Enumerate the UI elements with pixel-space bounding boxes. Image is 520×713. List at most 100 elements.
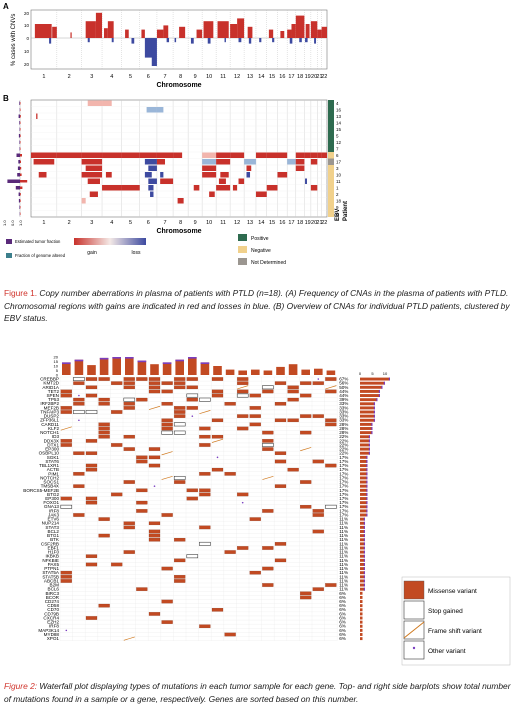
missense-mutation bbox=[123, 381, 135, 385]
missense-mutation bbox=[123, 385, 135, 390]
missense-mutation bbox=[186, 385, 198, 390]
missense-mutation bbox=[174, 579, 186, 583]
gene-label: SGK1 bbox=[47, 455, 60, 460]
ebv-status-column bbox=[328, 100, 334, 217]
legend-frameshift-line bbox=[403, 621, 425, 639]
ebv-status-cell bbox=[328, 197, 334, 204]
gene-total-bar bbox=[360, 563, 365, 566]
missense-mutation bbox=[211, 389, 224, 394]
ebv-status-cell bbox=[328, 106, 334, 113]
missense-mutation bbox=[98, 402, 110, 406]
frameshift-mutation bbox=[161, 475, 173, 480]
gene-percentage: 17% bbox=[339, 484, 348, 489]
tumor-fraction-bar bbox=[19, 121, 20, 125]
cna-cell bbox=[209, 191, 215, 197]
missense-mutation bbox=[199, 443, 211, 447]
gene-percentage: 11% bbox=[339, 583, 348, 588]
gene-label: BCL6 bbox=[48, 587, 60, 592]
gene-total-bar bbox=[360, 616, 363, 620]
legend-gain-label: gain bbox=[87, 250, 97, 256]
gene-label: STAT5B bbox=[42, 574, 59, 579]
gene-label: MYD88 bbox=[44, 632, 60, 637]
genome-altered-bar bbox=[20, 206, 21, 209]
gene-total-bar bbox=[360, 464, 368, 468]
gene-percentage: 17% bbox=[339, 463, 348, 468]
gene-other-segment bbox=[363, 571, 365, 575]
missense-mutation bbox=[325, 463, 337, 468]
missense-mutation bbox=[237, 377, 249, 381]
gene-percentage: 6% bbox=[339, 595, 346, 600]
ebv-status-cell bbox=[328, 126, 334, 133]
genome-altered-bar bbox=[20, 186, 23, 189]
right-tick-label: 5 bbox=[371, 371, 374, 376]
gene-other-segment bbox=[366, 505, 368, 509]
cna-cell bbox=[148, 165, 157, 171]
gene-total-bar bbox=[360, 398, 378, 402]
gene-label: EP300 bbox=[45, 496, 59, 501]
missense-mutation bbox=[73, 472, 85, 476]
gene-label: NOTCH2 bbox=[40, 475, 59, 480]
missense-mutation bbox=[85, 393, 98, 398]
patient-id: 11 bbox=[336, 179, 341, 184]
gene-total-bar bbox=[360, 377, 390, 381]
gene-label: H1F0 bbox=[48, 550, 60, 555]
missense-mutation bbox=[85, 451, 98, 455]
gene-other-segment bbox=[363, 530, 365, 533]
missense-mutation bbox=[224, 472, 236, 476]
cna-cell bbox=[295, 152, 305, 158]
cna-cell bbox=[310, 185, 318, 191]
gene-percentage: 22% bbox=[339, 447, 348, 452]
loss-bar bbox=[166, 38, 170, 43]
gene-total-bar bbox=[360, 530, 365, 533]
missense-mutation bbox=[136, 377, 148, 381]
missense-mutation bbox=[199, 426, 211, 431]
missense-mutation bbox=[148, 385, 161, 390]
loss-bar bbox=[259, 38, 262, 43]
sample-other-segment bbox=[188, 357, 197, 359]
missense-mutation bbox=[85, 467, 98, 472]
gain-bar bbox=[179, 26, 186, 38]
cna-cell bbox=[317, 152, 322, 158]
tumor-fraction-bar bbox=[18, 134, 20, 138]
sample-total-bar bbox=[326, 370, 336, 375]
chromosome-tick-label: 4 bbox=[110, 220, 113, 226]
gene-label: STAT5A bbox=[42, 570, 60, 575]
missense-mutation bbox=[123, 480, 135, 484]
gene-percentage: 6% bbox=[339, 628, 346, 633]
gene-total-bar bbox=[360, 554, 365, 558]
gene-percentage: 6% bbox=[339, 607, 346, 612]
gene-label: PTPN1 bbox=[44, 566, 59, 571]
gene-percentage: 17% bbox=[339, 508, 348, 513]
legend-ebv-negative-swatch bbox=[238, 246, 247, 253]
gene-label: BIRC3 bbox=[45, 591, 59, 596]
missense-mutation bbox=[249, 570, 261, 575]
cna-cell bbox=[305, 178, 307, 184]
patient-id: 18 bbox=[336, 199, 342, 204]
patient-id: 2 bbox=[336, 192, 339, 197]
patient-id: 4 bbox=[336, 101, 339, 106]
gene-percentage: 22% bbox=[339, 434, 348, 439]
legend-tumor-fraction-swatch bbox=[6, 239, 12, 244]
figure-1-caption: Figure 1. Copy number aberrations in pla… bbox=[4, 287, 516, 325]
gene-percentage: 17% bbox=[339, 512, 348, 517]
chromosome-tick-label: 5 bbox=[129, 74, 132, 80]
missense-mutation bbox=[237, 492, 249, 497]
cna-cell bbox=[277, 172, 288, 178]
loss-bar bbox=[224, 38, 226, 43]
gene-other-segment bbox=[363, 517, 365, 521]
missense-mutation bbox=[123, 521, 135, 526]
other-mutation bbox=[216, 456, 219, 459]
chromosome-tick-label: 9 bbox=[194, 74, 197, 80]
gene-percentage: 22% bbox=[339, 451, 348, 456]
gene-label: BTG2 bbox=[47, 492, 59, 497]
missense-mutation bbox=[123, 377, 135, 381]
top-tick-label: 0 bbox=[56, 373, 59, 378]
waterfall-cells bbox=[60, 377, 337, 641]
cna-cell bbox=[31, 152, 57, 158]
missense-mutation bbox=[136, 397, 148, 402]
cna-cell bbox=[38, 172, 47, 178]
gene-percentage: 6% bbox=[339, 624, 346, 629]
missense-mutation bbox=[211, 467, 224, 472]
gene-percentage: 17% bbox=[339, 467, 348, 472]
